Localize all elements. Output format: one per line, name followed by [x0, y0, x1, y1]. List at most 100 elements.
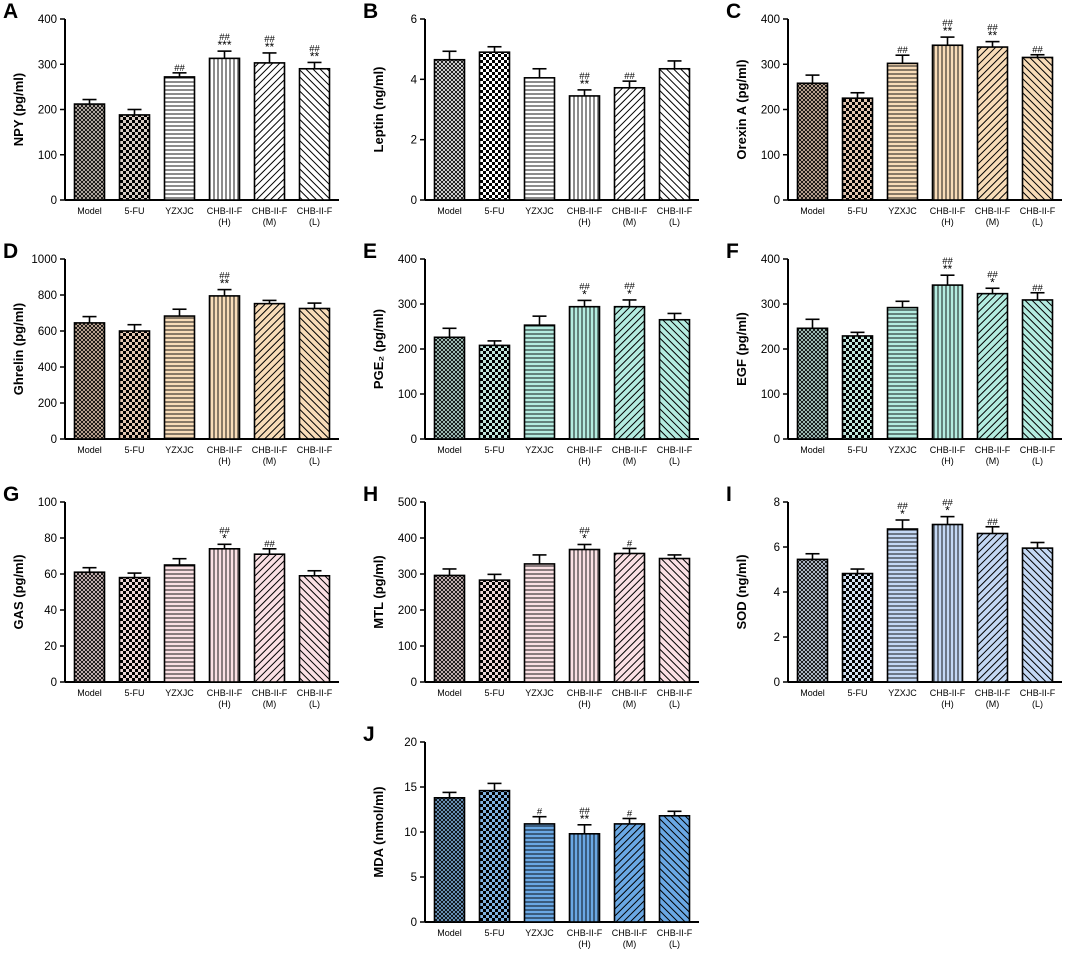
- bar: [931, 44, 964, 201]
- y-tick-label: 0: [51, 434, 57, 446]
- y-tick-label: 100: [398, 641, 417, 653]
- x-tick-label: CHB-II-F: [297, 688, 333, 698]
- x-tick-label: CHB-II-F: [930, 445, 966, 455]
- x-tick-label: CHB-II-F: [612, 928, 648, 938]
- panel-letter: A: [3, 0, 18, 23]
- y-tick-label: 600: [38, 326, 57, 338]
- significance-label: ##: [579, 281, 590, 292]
- significance-label: **: [943, 262, 953, 276]
- y-tick-label: 4: [774, 587, 781, 599]
- panel-letter: F: [726, 240, 739, 263]
- bar: [568, 832, 601, 923]
- bar: [118, 114, 151, 201]
- bar: [658, 67, 691, 201]
- x-tick-label: CHB-II-F: [297, 206, 333, 216]
- significance-label: ##: [987, 269, 998, 280]
- x-tick-label: CHB-II-F: [207, 445, 243, 455]
- significance-label: **: [580, 812, 590, 826]
- bar: [841, 97, 874, 201]
- x-tick-label: Model: [437, 688, 462, 698]
- x-tick-label: (M): [986, 456, 1000, 466]
- bar: [613, 305, 646, 440]
- y-tick-label: 6: [774, 542, 780, 554]
- significance-label: #: [537, 807, 543, 818]
- x-tick-label: (L): [669, 939, 680, 949]
- bar: [886, 528, 919, 683]
- bar: [1021, 299, 1054, 440]
- y-tick-label: 60: [44, 569, 57, 581]
- chart-panel-g: G GAS (pg/ml) 0 20 40 60 80 100 Model 5-FU YZXJC ##…: [3, 483, 339, 709]
- x-tick-label: (H): [578, 217, 591, 227]
- x-tick-label: (M): [263, 217, 277, 227]
- y-axis-label: NPY (pg/ml): [11, 73, 26, 146]
- bar: [976, 532, 1009, 683]
- x-tick-label: CHB-II-F: [975, 445, 1011, 455]
- bar: [73, 571, 106, 683]
- y-tick-label: 0: [774, 195, 780, 207]
- y-tick-label: 8: [774, 497, 780, 509]
- x-tick-label: (L): [669, 456, 680, 466]
- significance-label: *: [990, 275, 995, 289]
- x-tick-label: CHB-II-F: [1020, 206, 1056, 216]
- significance-label: ##: [219, 525, 230, 536]
- significance-label: ##: [579, 525, 590, 536]
- y-tick-label: 300: [761, 299, 780, 311]
- panel-letter: G: [3, 483, 19, 506]
- x-tick-label: CHB-II-F: [657, 928, 693, 938]
- x-tick-label: (H): [218, 217, 231, 227]
- bar: [523, 563, 556, 683]
- y-tick-label: 15: [404, 782, 417, 794]
- x-tick-label: CHB-II-F: [657, 688, 693, 698]
- significance-label: ##: [219, 271, 230, 282]
- x-tick-label: CHB-II-F: [297, 445, 333, 455]
- significance-label: *: [945, 504, 950, 518]
- x-tick-label: (H): [578, 456, 591, 466]
- x-tick-label: YZXJC: [525, 206, 554, 216]
- y-tick-label: 0: [774, 434, 780, 446]
- x-tick-label: (L): [309, 456, 320, 466]
- bar: [478, 579, 511, 683]
- y-tick-label: 0: [411, 677, 417, 689]
- x-tick-label: CHB-II-F: [612, 688, 648, 698]
- x-tick-label: Model: [437, 445, 462, 455]
- significance-label: ##: [1032, 283, 1043, 294]
- significance-label: ##: [987, 23, 998, 34]
- y-tick-label: 800: [38, 290, 57, 302]
- y-tick-label: 10: [404, 827, 417, 839]
- significance-label: ##: [942, 498, 953, 509]
- y-axis-label: GAS (pg/ml): [11, 554, 26, 629]
- bar: [208, 57, 241, 201]
- x-tick-label: (L): [669, 217, 680, 227]
- x-tick-label: 5-FU: [485, 445, 505, 455]
- x-tick-label: 5-FU: [125, 206, 145, 216]
- x-tick-label: CHB-II-F: [252, 206, 288, 216]
- x-tick-label: (H): [578, 939, 591, 949]
- y-axis-label: PGE₂ (pg/ml): [371, 309, 386, 389]
- x-tick-label: 5-FU: [848, 688, 868, 698]
- chart-panel-d: D Ghrelin (pg/ml) 0 200 400 600 800 1000 Model 5-…: [3, 240, 339, 466]
- x-tick-label: (M): [623, 939, 637, 949]
- bar: [568, 305, 601, 440]
- bar: [433, 796, 466, 923]
- y-tick-label: 0: [774, 677, 780, 689]
- bar: [613, 86, 646, 201]
- significance-label: **: [580, 77, 590, 91]
- bar: [568, 548, 601, 683]
- significance-label: ##: [897, 45, 908, 56]
- x-tick-label: CHB-II-F: [975, 688, 1011, 698]
- x-tick-label: YZXJC: [888, 688, 917, 698]
- y-tick-label: 1000: [31, 254, 57, 266]
- bar: [433, 58, 466, 201]
- significance-label: ##: [624, 71, 635, 82]
- x-tick-label: CHB-II-F: [975, 206, 1011, 216]
- bar: [163, 564, 196, 683]
- panel-letter: H: [363, 483, 378, 506]
- significance-label: *: [222, 531, 227, 545]
- y-tick-label: 400: [761, 254, 780, 266]
- significance-label: ##: [219, 32, 230, 43]
- x-tick-label: Model: [800, 688, 825, 698]
- x-tick-label: (L): [1032, 699, 1043, 709]
- y-tick-label: 200: [398, 344, 417, 356]
- x-tick-label: CHB-II-F: [657, 445, 693, 455]
